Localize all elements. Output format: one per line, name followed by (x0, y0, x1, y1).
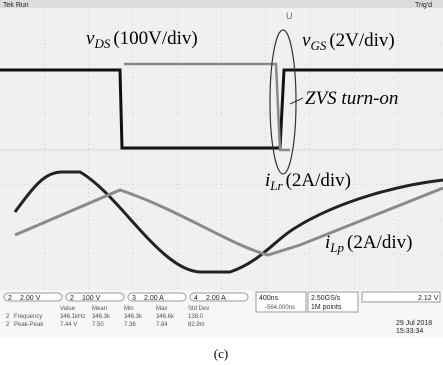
channel-scale: 2.00 A (206, 295, 226, 302)
channel-scale: 2.00 V (20, 295, 41, 302)
table-cell: 346.1kHz (60, 314, 85, 320)
table-cell: 7.50 (92, 322, 104, 328)
row-name: Frequency (14, 314, 42, 320)
timebase-offset: -564.000ns (265, 305, 295, 311)
table-header: Value (60, 306, 76, 312)
status: Tek Run (3, 2, 29, 9)
table-cell: 138.0 (188, 314, 204, 320)
table-cell: 7.84 (156, 322, 168, 328)
table-cell: 82.9m (188, 322, 205, 328)
trigger-status: Trig'd (415, 2, 432, 9)
trigger-marker: U (286, 11, 293, 21)
table-cell: 7.44 V (60, 322, 77, 328)
date: 29 Jul 2018 (396, 320, 432, 327)
table-header: Min (124, 306, 134, 312)
channel-number: 4 (194, 295, 198, 302)
table-cell: 346.6k (156, 314, 175, 320)
table-header: Std Dev (188, 306, 209, 312)
channel-scale: 100 V (82, 295, 101, 302)
time: 15:33:34 (396, 328, 423, 335)
table-header: Max (156, 306, 167, 312)
channel-number: 2 (8, 295, 12, 302)
table-cell: 346.3k (124, 314, 143, 320)
trigger-level: 2.12 V (418, 295, 439, 302)
figure: Tek Run Trig'd U vDS(100V/div) vGS(2V/di… (0, 0, 443, 365)
zvs-label: ZVS turn-on (305, 88, 398, 109)
table-cell: 7.36 (124, 322, 136, 328)
top-bar (0, 0, 443, 8)
sample-rate: 2.50GS/s (311, 295, 341, 302)
table-cell: 346.3k (92, 314, 111, 320)
row-name: Peak-Peak (14, 322, 44, 328)
channel-number: 2 (70, 295, 74, 302)
table-header: Mean (92, 306, 107, 312)
timebase-scale: 400ns (259, 295, 279, 302)
record-length: 1M points (311, 304, 342, 311)
channel-number: 3 (132, 295, 136, 302)
caption: (c) (214, 346, 228, 361)
channel-scale: 2.00 A (144, 295, 164, 302)
